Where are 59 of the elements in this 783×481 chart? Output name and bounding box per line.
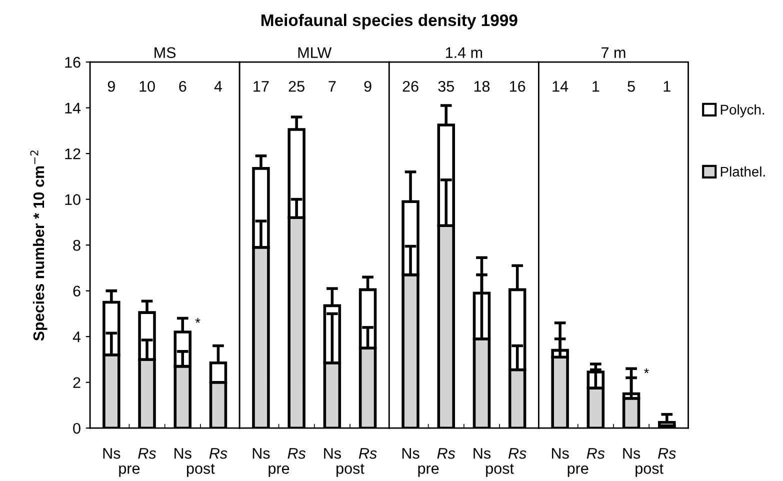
annotation: 14 <box>552 81 568 92</box>
y-tick-label: 16 <box>65 56 80 68</box>
y-tick-label: 10 <box>65 194 80 205</box>
chart-title: MLW <box>298 47 332 58</box>
x-tick-label: Ns <box>103 448 120 459</box>
x-tick-label: Rs <box>658 448 676 459</box>
annotation: 9 <box>364 80 372 92</box>
annotation: 25 <box>288 80 304 92</box>
annotation: 18 <box>474 80 490 92</box>
y-tick-label: 12 <box>65 148 80 160</box>
chart-title: 1.4 m <box>446 47 482 58</box>
x-tick-label: Rs <box>358 448 377 459</box>
x-tick-label: Rs <box>508 448 526 459</box>
x-tick-label: Rs <box>437 448 456 459</box>
text: pre <box>268 465 290 477</box>
annotation: 35 <box>438 80 454 92</box>
legend-label: Polych. <box>720 104 764 118</box>
chart-title: 7 m <box>602 47 626 58</box>
x-tick-label: Rs <box>288 448 306 459</box>
x-tick-label: Rs <box>138 448 156 459</box>
annotation: 9 <box>108 80 115 92</box>
y-tick-label: 6 <box>73 286 80 297</box>
y-tick-label: 2 <box>73 377 80 388</box>
x-tick-label: Ns <box>324 448 341 459</box>
annotation: 7 <box>328 81 336 92</box>
x-tick-label: Ns <box>174 448 192 459</box>
x-tick-label: Rs <box>209 448 228 459</box>
y-tick-label: 4 <box>72 332 81 342</box>
text: pre <box>568 465 588 477</box>
annotation: * <box>644 368 649 374</box>
annotation: 1 <box>592 81 600 92</box>
text: pre <box>418 465 439 477</box>
y-tick-label: 14 <box>65 102 81 114</box>
y-tick-label: 8 <box>73 240 80 251</box>
text: post <box>486 464 514 477</box>
annotation: 10 <box>140 80 155 92</box>
annotation: 5 <box>628 81 635 92</box>
text: pre <box>119 465 140 477</box>
legend-label: Plathel. <box>720 166 765 177</box>
x-tick-label: Ns <box>623 448 640 459</box>
y-tick-label: 0 <box>73 422 80 434</box>
x-tick-label: Ns <box>474 448 491 459</box>
annotation: 4 <box>214 81 222 92</box>
text: post <box>636 464 664 477</box>
x-tick-label: Ns <box>552 448 569 459</box>
annotation: 26 <box>402 80 418 92</box>
text: post <box>186 464 215 477</box>
chart-title: MS <box>154 47 176 58</box>
x-tick-label: Ns <box>402 448 420 459</box>
annotation: * <box>195 318 200 323</box>
annotation: 1 <box>664 81 670 92</box>
annotation: 6 <box>179 80 186 92</box>
annotation: 16 <box>510 80 526 92</box>
text: Meiofaunal species density 1999 <box>262 14 518 30</box>
y-axis-title: Species number * 10 cm$^{−2}$ <box>30 150 48 341</box>
annotation: 17 <box>254 81 269 92</box>
x-tick-label: Rs <box>586 448 605 459</box>
x-tick-label: Ns <box>252 448 270 459</box>
text: post <box>336 464 364 477</box>
